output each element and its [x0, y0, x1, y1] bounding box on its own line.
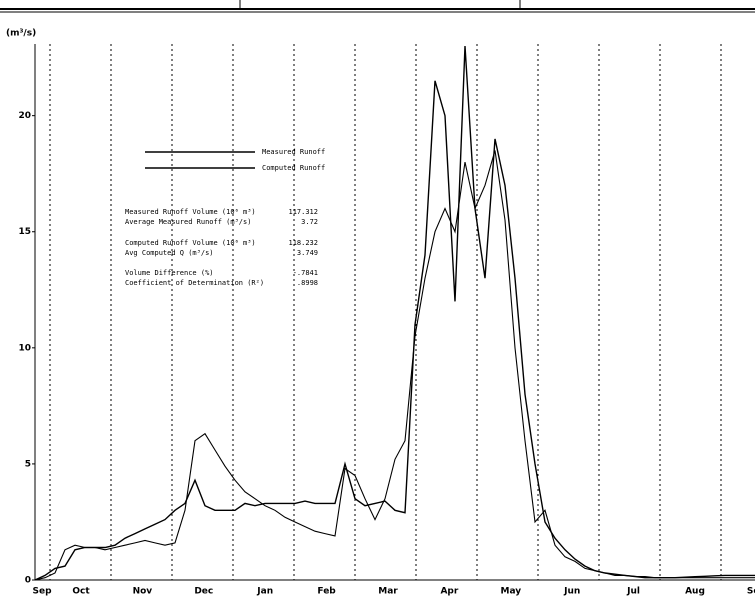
- x-tick-label: May: [500, 587, 521, 597]
- x-tick-label: Feb: [317, 587, 336, 597]
- legend-label: Computed Runoff: [262, 164, 325, 172]
- stat-value: -.7841: [293, 269, 318, 277]
- stat-value: 3.749: [297, 249, 318, 257]
- y-tick-label: 15: [18, 227, 31, 237]
- stat-label: Average Measured Runoff (m³/s): [125, 218, 251, 226]
- stat-label: Measured Runoff Volume (10⁶ m³): [125, 208, 256, 216]
- y-tick-label: 0: [25, 576, 31, 586]
- y-axis-label: (m³/s): [6, 29, 36, 39]
- stat-label: Coefficient of Determination (R²): [125, 279, 264, 287]
- y-tick-label: 5: [25, 459, 31, 469]
- series-line: [34, 150, 755, 581]
- x-tick-label: Jul: [626, 587, 640, 597]
- x-tick-label: Jan: [256, 587, 273, 597]
- y-tick-label: 10: [18, 343, 31, 353]
- x-tick-label: Mar: [378, 587, 398, 597]
- series-line: [34, 45, 755, 581]
- stat-label: Computed Runoff Volume (10⁶ m³): [125, 239, 256, 247]
- x-tick-label: Apr: [440, 587, 458, 597]
- x-tick-label: Aug: [685, 587, 705, 597]
- x-tick-label: Oct: [72, 587, 90, 597]
- stat-label: Volume Difference (%): [125, 269, 214, 277]
- stat-label: Avg Computed Q (m³/s): [125, 249, 214, 257]
- x-tick-label: Dec: [194, 587, 213, 597]
- x-tick-label: Sep: [747, 587, 755, 597]
- stat-value: .8998: [297, 279, 318, 287]
- stat-value: 118.232: [288, 239, 318, 247]
- x-tick-label: Nov: [133, 587, 153, 597]
- y-tick-label: 20: [18, 111, 31, 121]
- x-tick-label: Jun: [563, 587, 580, 597]
- stat-value: 3.72: [301, 218, 318, 226]
- legend-label: Measured Runoff: [262, 148, 325, 156]
- stat-value: 117.312: [288, 208, 318, 216]
- x-tick-label: Sep: [32, 587, 52, 597]
